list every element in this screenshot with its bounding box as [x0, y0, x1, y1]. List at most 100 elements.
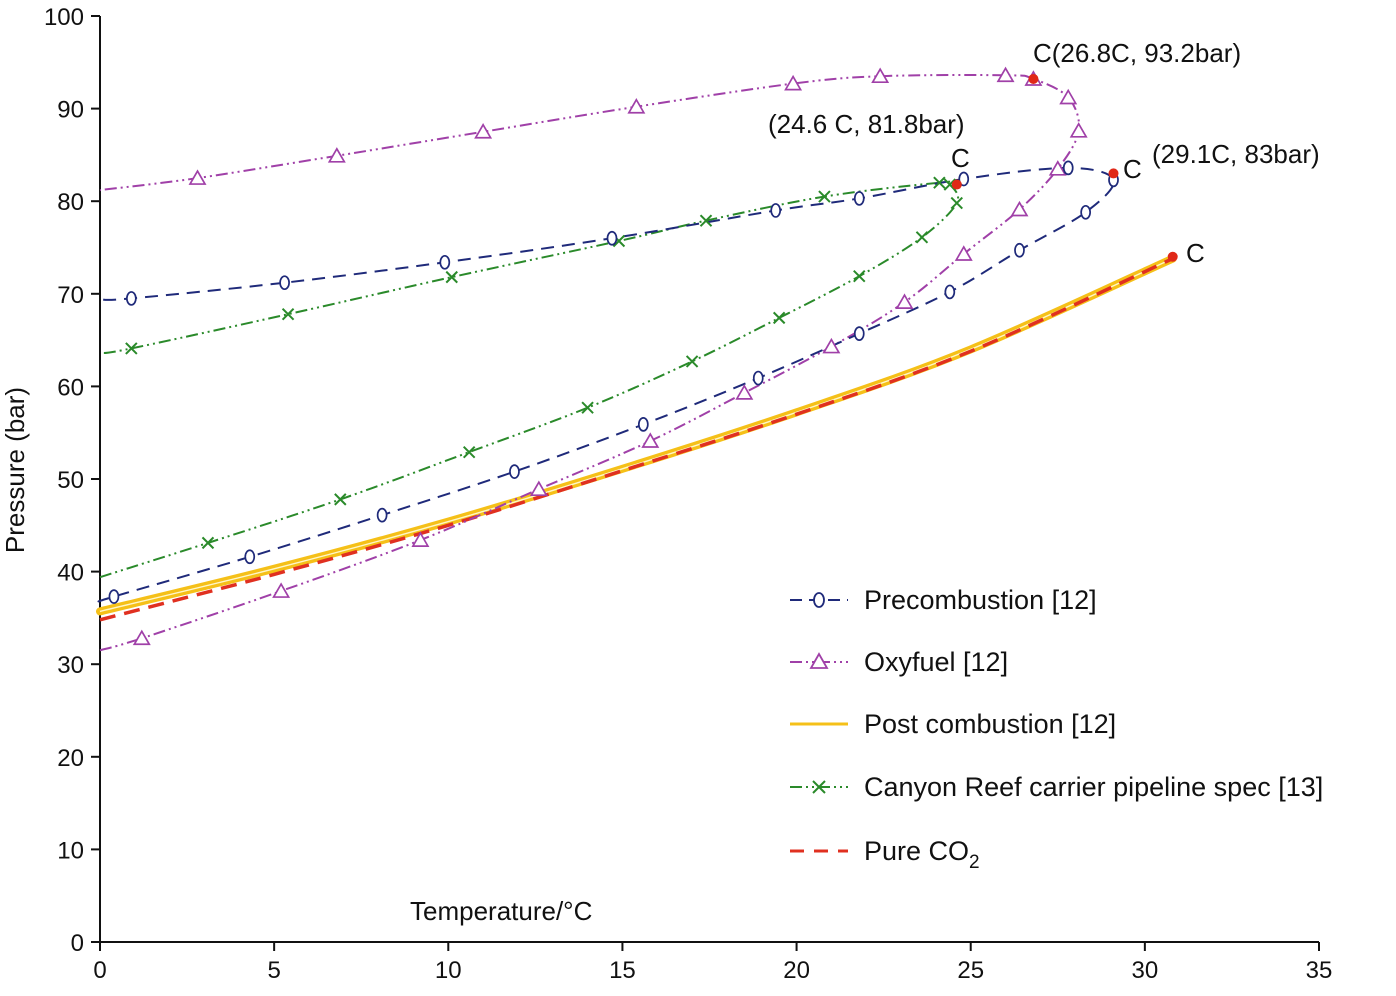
data-point-precombustion-12 [1080, 204, 1091, 220]
legend-item-canyon-reef: Canyon Reef carrier pipeline spec [13] [790, 772, 1323, 802]
x-tick-label: 15 [609, 957, 636, 984]
data-point-oxyfuel-12 [735, 384, 754, 400]
oxyfuel-critical-annotation: C(26.8C, 93.2bar) [1033, 38, 1241, 68]
y-tick-label: 30 [57, 652, 84, 679]
axes: 0 5 10 15 20 25 30 35 0 10 20 30 40 50 60 70 80 90 100 [44, 4, 1332, 984]
data-point-oxyfuel-12 [132, 629, 151, 646]
legend-marker-triangle-icon [809, 652, 829, 669]
y-tick-label: 20 [57, 745, 84, 772]
data-point-precombustion-12 [439, 254, 451, 270]
data-point-oxyfuel-12 [1059, 88, 1078, 105]
data-point-precombustion-12 [606, 230, 618, 246]
data-point-canyon-reef-carrier-pipeline-spec-13 [772, 311, 786, 325]
x-tick-label: 25 [957, 957, 984, 984]
data-point-precombustion-12 [770, 203, 782, 218]
data-point-precombustion-12 [1014, 242, 1025, 258]
data-point-oxyfuel-12 [1010, 200, 1029, 217]
y-axis-label: Pressure (bar) [0, 387, 30, 553]
data-point-oxyfuel-12 [996, 66, 1015, 83]
precomb-critical-label: C [1123, 154, 1142, 184]
series-line-post-combustion-12 [96, 254, 1177, 616]
canyon-critical-label: C [951, 143, 970, 173]
legend-label-pure-co2: Pure CO2 [864, 836, 980, 873]
legend-label-post-combustion: Post combustion [12] [864, 709, 1116, 739]
x-tick-label: 5 [267, 957, 280, 984]
x-tick-label: 10 [435, 957, 462, 984]
y-tick-label: 40 [57, 560, 84, 587]
data-point-precombustion-12 [853, 191, 865, 206]
legend-item-oxyfuel: Oxyfuel [12] [790, 647, 1008, 677]
legend-marker-circle-icon [813, 592, 825, 608]
data-point-canyon-reef-carrier-pipeline-spec-13 [125, 342, 138, 355]
data-point-canyon-reef-carrier-pipeline-spec-13 [818, 190, 831, 203]
y-tick-label: 60 [57, 374, 84, 401]
data-point-canyon-reef-carrier-pipeline-spec-13 [281, 307, 295, 321]
legend-label-oxyfuel: Oxyfuel [12] [864, 647, 1008, 677]
data-point-oxyfuel-12 [327, 147, 346, 163]
marker-layer [108, 66, 1119, 646]
series-line-highlight-post-combustion-12 [99, 257, 1173, 613]
data-point-precombustion-12 [125, 291, 137, 306]
data-point-canyon-reef-carrier-pipeline-spec-13 [334, 493, 347, 506]
data-point-canyon-reef-carrier-pipeline-spec-13 [462, 445, 476, 459]
data-point-precombustion-12 [1062, 160, 1074, 176]
series-line-precombustion-12 [97, 166, 1115, 603]
data-point-precombustion-12 [244, 549, 256, 565]
data-point-oxyfuel-12 [784, 74, 803, 91]
legend-label-pure-co2-main: Pure CO [864, 836, 969, 866]
y-tick-label: 70 [57, 282, 84, 309]
data-point-precombustion-12 [509, 464, 520, 479]
data-point-oxyfuel-12 [474, 123, 493, 139]
legend: Precombustion [12] Oxyfuel [12] Post com… [790, 585, 1323, 873]
y-tick-label: 80 [57, 189, 84, 216]
data-point-precombustion-12 [752, 370, 764, 386]
data-point-oxyfuel-12 [1048, 160, 1067, 176]
data-point-canyon-reef-carrier-pipeline-spec-13 [950, 196, 963, 210]
series-line-pure-co2 [99, 257, 1174, 622]
x-tick-label: 20 [783, 957, 810, 984]
data-point-precombustion-12 [637, 417, 649, 432]
data-point-oxyfuel-12 [529, 480, 548, 497]
precomb-critical-coords-annotation: (29.1C, 83bar) [1152, 139, 1320, 169]
data-point-oxyfuel-12 [188, 169, 207, 185]
x-axis-label: Temperature/°C [410, 896, 592, 926]
data-point-precombustion-12 [958, 171, 970, 187]
critical-points [951, 73, 1178, 262]
data-point-precombustion-12 [376, 507, 388, 523]
data-point-canyon-reef-carrier-pipeline-spec-13 [201, 536, 215, 550]
series-layer [96, 74, 1177, 652]
data-point-oxyfuel-12 [954, 245, 973, 261]
legend-marker-x-icon [812, 780, 826, 794]
y-tick-label: 10 [57, 837, 84, 864]
x-tick-label: 35 [1306, 957, 1333, 984]
data-point-canyon-reef-carrier-pipeline-spec-13 [933, 176, 946, 189]
y-tick-label: 100 [44, 4, 84, 31]
data-point-precombustion-12 [944, 284, 956, 300]
data-point-oxyfuel-12 [1069, 122, 1088, 138]
y-tick-label: 0 [71, 930, 84, 957]
series-line-canyon-reef-carrier-pipeline-spec-13 [99, 180, 960, 579]
data-point-canyon-reef-carrier-pipeline-spec-13 [853, 269, 866, 283]
x-tick-label: 30 [1132, 957, 1159, 984]
data-point-oxyfuel-12 [895, 293, 914, 309]
data-point-oxyfuel-12 [272, 582, 291, 598]
data-point-precombustion-12 [279, 275, 290, 291]
x-tick-label: 0 [93, 957, 106, 984]
legend-label-canyon-reef: Canyon Reef carrier pipeline spec [13] [864, 772, 1323, 802]
legend-item-pure-co2: Pure CO2 [790, 836, 980, 873]
legend-item-post-combustion: Post combustion [12] [790, 709, 1116, 739]
data-point-precombustion-12 [108, 589, 120, 604]
critical-point-marker [951, 179, 962, 190]
critical-point-marker [1167, 251, 1178, 262]
legend-label-precombustion: Precombustion [12] [864, 585, 1097, 615]
data-point-oxyfuel-12 [822, 337, 841, 354]
data-point-oxyfuel-12 [641, 432, 660, 448]
data-point-canyon-reef-carrier-pipeline-spec-13 [915, 231, 929, 244]
y-tick-label: 50 [57, 467, 84, 494]
data-point-precombustion-12 [853, 326, 865, 341]
data-point-oxyfuel-12 [627, 98, 646, 114]
legend-label-pure-co2-subscript: 2 [969, 852, 980, 873]
data-point-oxyfuel-12 [411, 531, 430, 547]
y-tick-label: 90 [57, 97, 84, 124]
